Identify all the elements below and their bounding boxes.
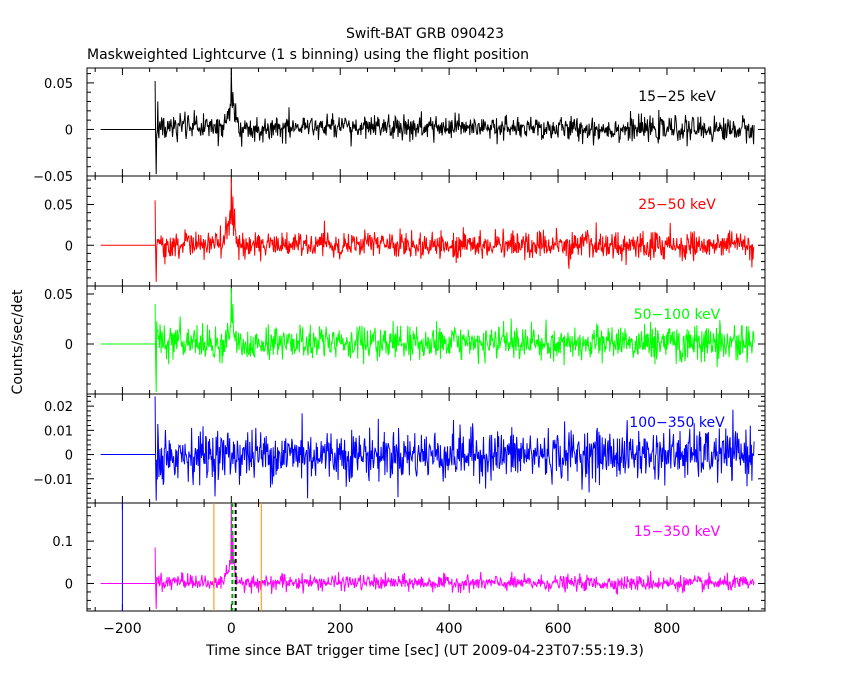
y-axis-label: Counts/sec/det [10, 289, 26, 394]
lightcurve-series [154, 67, 755, 175]
x-tick-label: 800 [654, 621, 681, 637]
lightcurve-series [154, 178, 755, 282]
lightcurve-series [154, 502, 755, 609]
band-label: 15−25 keV [638, 89, 716, 105]
y-tick-label: 0 [65, 449, 73, 464]
panel-1: −0.05 0 0.05 15−25 keV [33, 67, 766, 185]
band-label: 50−100 keV [634, 307, 721, 323]
y-tick-label: 0 [65, 338, 73, 353]
figure-subtitle: Maskweighted Lightcurve (1 s binning) us… [87, 47, 529, 63]
y-tick-label: 0.05 [44, 77, 73, 92]
y-tick-label: 0 [65, 239, 73, 254]
x-tick-label: 200 [327, 621, 354, 637]
y-tick-label: 0.02 [44, 400, 73, 415]
y-tick-label: 0.01 [44, 424, 73, 439]
y-tick-label: 0.05 [44, 199, 73, 214]
y-tick-label: 0.05 [44, 288, 73, 303]
y-tick-label: −0.05 [33, 170, 73, 185]
x-tick-label: −200 [103, 621, 141, 637]
y-tick-label: 0.1 [52, 535, 73, 550]
x-axis-label: Time since BAT trigger time [sec] (UT 20… [205, 643, 644, 659]
y-tick-label: 0 [65, 577, 73, 592]
panel-frame [86, 175, 766, 287]
y-tick-label: −0.01 [33, 473, 73, 488]
lightcurve-series [154, 396, 755, 501]
panel-3: 0 0.05 50−100 keV [44, 285, 766, 395]
panel-2: 0 0.05 25−50 keV [44, 175, 766, 287]
panel-frame [86, 502, 766, 612]
panel-4: −0.01 0 0.01 0.02 100−350 keV [33, 393, 766, 504]
figure-title: Swift-BAT GRB 090423 [346, 26, 504, 42]
panel-5: 0 0.1 15−350 keV [52, 502, 766, 612]
y-tick-label: 0 [65, 123, 73, 138]
x-tick-label: 400 [436, 621, 463, 637]
band-label: 100−350 keV [629, 415, 725, 431]
lightcurve-series [154, 287, 755, 393]
x-tick-label: 600 [545, 621, 572, 637]
panels-group: −0.05 0 0.05 15−25 keV 0 0.05 25−50 keV 0 0.05 50… [33, 67, 766, 637]
band-label: 25−50 keV [638, 197, 716, 213]
x-tick-label: 0 [227, 621, 236, 637]
band-label: 15−350 keV [634, 524, 721, 540]
